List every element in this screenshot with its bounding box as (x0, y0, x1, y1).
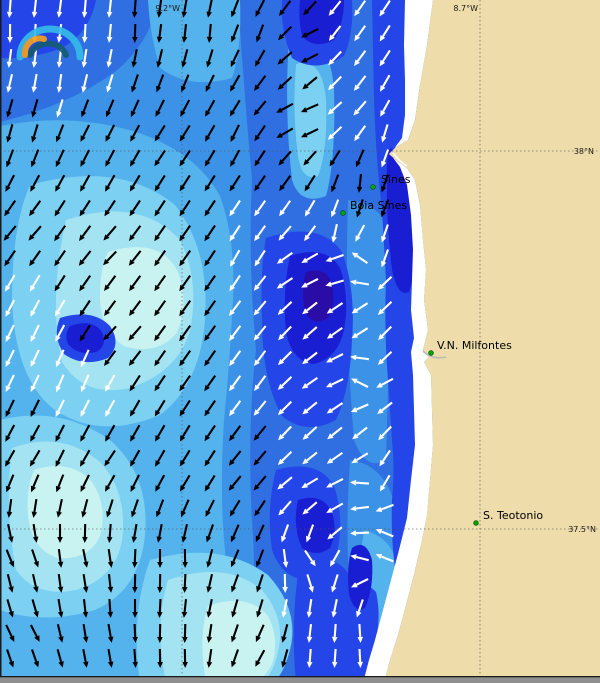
logo-inner-arc-icon (27, 40, 69, 58)
longitude-label: 9.2°W (155, 4, 180, 13)
latitude-label: 37.5°N (568, 525, 596, 534)
river-inlet (422, 350, 447, 359)
place-dot-vn-milfontes (428, 350, 434, 356)
current-vector-arrows (3, 0, 394, 668)
place-dot-boia-sines (340, 210, 346, 216)
graticule-labels: 9.2°W 8.7°W 38°N 37.5°N (155, 4, 596, 534)
surf-zone (363, 0, 433, 683)
rainbow-arcs-logo (16, 25, 84, 61)
place-markers: Sines Boia Sines V.N. Milfontes S. Teoto… (340, 173, 543, 526)
place-label-vn-milfontes: V.N. Milfontes (437, 339, 512, 352)
place-label-sines: Sines (381, 173, 411, 186)
place-dot-sines (370, 184, 376, 190)
sines-breakwater (392, 152, 408, 167)
longitude-label: 8.7°W (453, 4, 478, 13)
logo-outer-arc-icon (16, 25, 84, 61)
latitude-label: 38°N (574, 147, 594, 156)
place-dot-s-teotonio (473, 520, 479, 526)
place-label-s-teotonio: S. Teotonio (483, 509, 543, 522)
land-mass (384, 0, 600, 683)
place-label-boia-sines: Boia Sines (350, 199, 407, 212)
bottom-frame-bar (0, 677, 600, 683)
logo-small-arc-icon (21, 35, 47, 58)
